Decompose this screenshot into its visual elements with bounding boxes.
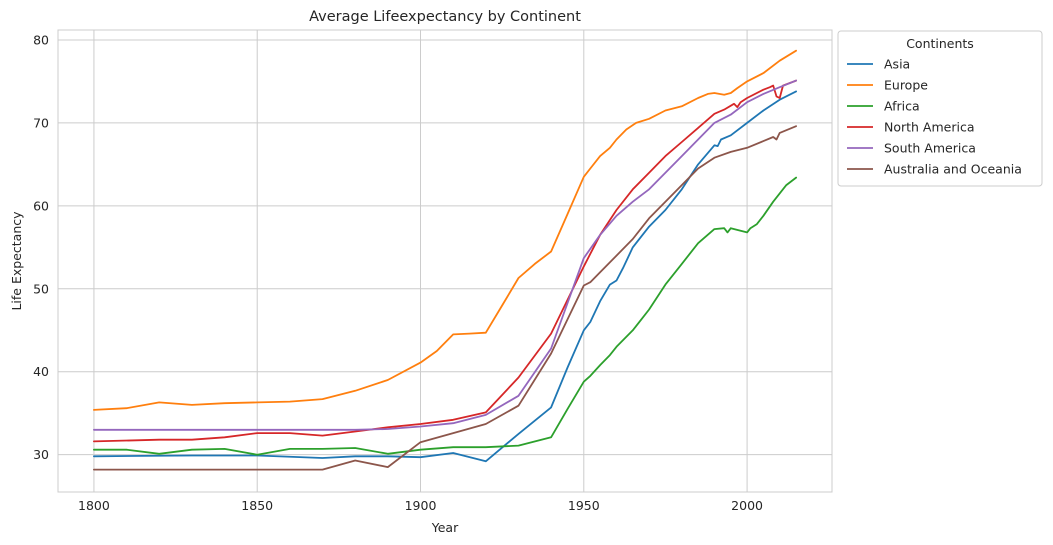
y-tick-label: 60 [33,198,49,213]
series-lines [93,49,797,471]
series-line-asia [93,90,797,463]
legend-label: North America [884,120,975,135]
x-tick-label: 1800 [78,498,110,513]
legend-label: Asia [884,57,910,72]
legend-title: Continents [906,36,974,51]
y-tick-label: 30 [33,447,49,462]
series-line-south-america [93,79,797,431]
x-tick-label: 1950 [568,498,600,513]
y-tick-label: 50 [33,281,49,296]
legend-items: Asia Europe Africa North America South Ameri… [847,57,1022,177]
plot-frame [57,29,833,493]
series-line-australia-and-oceania [93,125,797,471]
y-tick-label: 80 [33,32,49,47]
legend-frame [837,30,1043,187]
legend-label: Africa [884,99,920,114]
legend-item-south-america: South America [847,141,976,156]
x-tick-label: 2000 [731,498,763,513]
tick-labels: 1800 1850 1900 1950 2000 30 40 50 60 70 80 [33,32,763,513]
legend-label: South America [884,141,976,156]
series-line-europe [93,49,797,411]
y-tick-label: 70 [33,115,49,130]
legend-label: Europe [884,78,928,93]
chart-title: Average Lifeexpectancy by Continent [309,9,581,25]
legend-item-north-america: North America [847,120,975,135]
y-axis-label: Life Expectancy [9,211,24,311]
series-line-north-america [93,79,797,443]
x-tick-label: 1900 [405,498,437,513]
series-line-africa [93,176,797,456]
x-tick-label: 1850 [241,498,273,513]
legend-item-africa: Africa [847,99,920,114]
legend-item-australia-and-oceania: Australia and Oceania [847,162,1022,177]
y-tick-label: 40 [33,364,49,379]
plot-background [58,30,832,492]
legend: Continents Asia Europe Africa North America… [837,30,1043,187]
x-axis-label: Year [431,520,459,535]
legend-item-europe: Europe [847,78,928,93]
legend-label: Australia and Oceania [884,162,1022,177]
legend-item-asia: Asia [847,57,910,72]
